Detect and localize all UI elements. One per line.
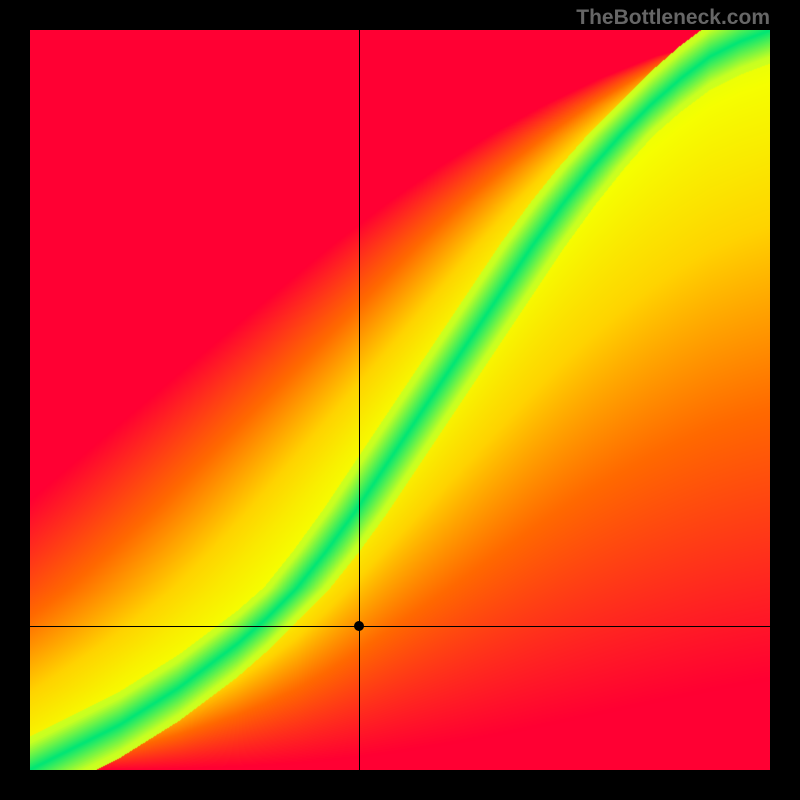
- heatmap-plot-area: [30, 30, 770, 770]
- crosshair-horizontal: [30, 626, 770, 627]
- crosshair-vertical: [359, 30, 360, 770]
- marker-dot: [354, 621, 364, 631]
- watermark-text: TheBottleneck.com: [576, 6, 770, 30]
- chart-container: { "watermark": { "text": "TheBottleneck.…: [0, 0, 800, 800]
- heatmap-canvas: [30, 30, 770, 770]
